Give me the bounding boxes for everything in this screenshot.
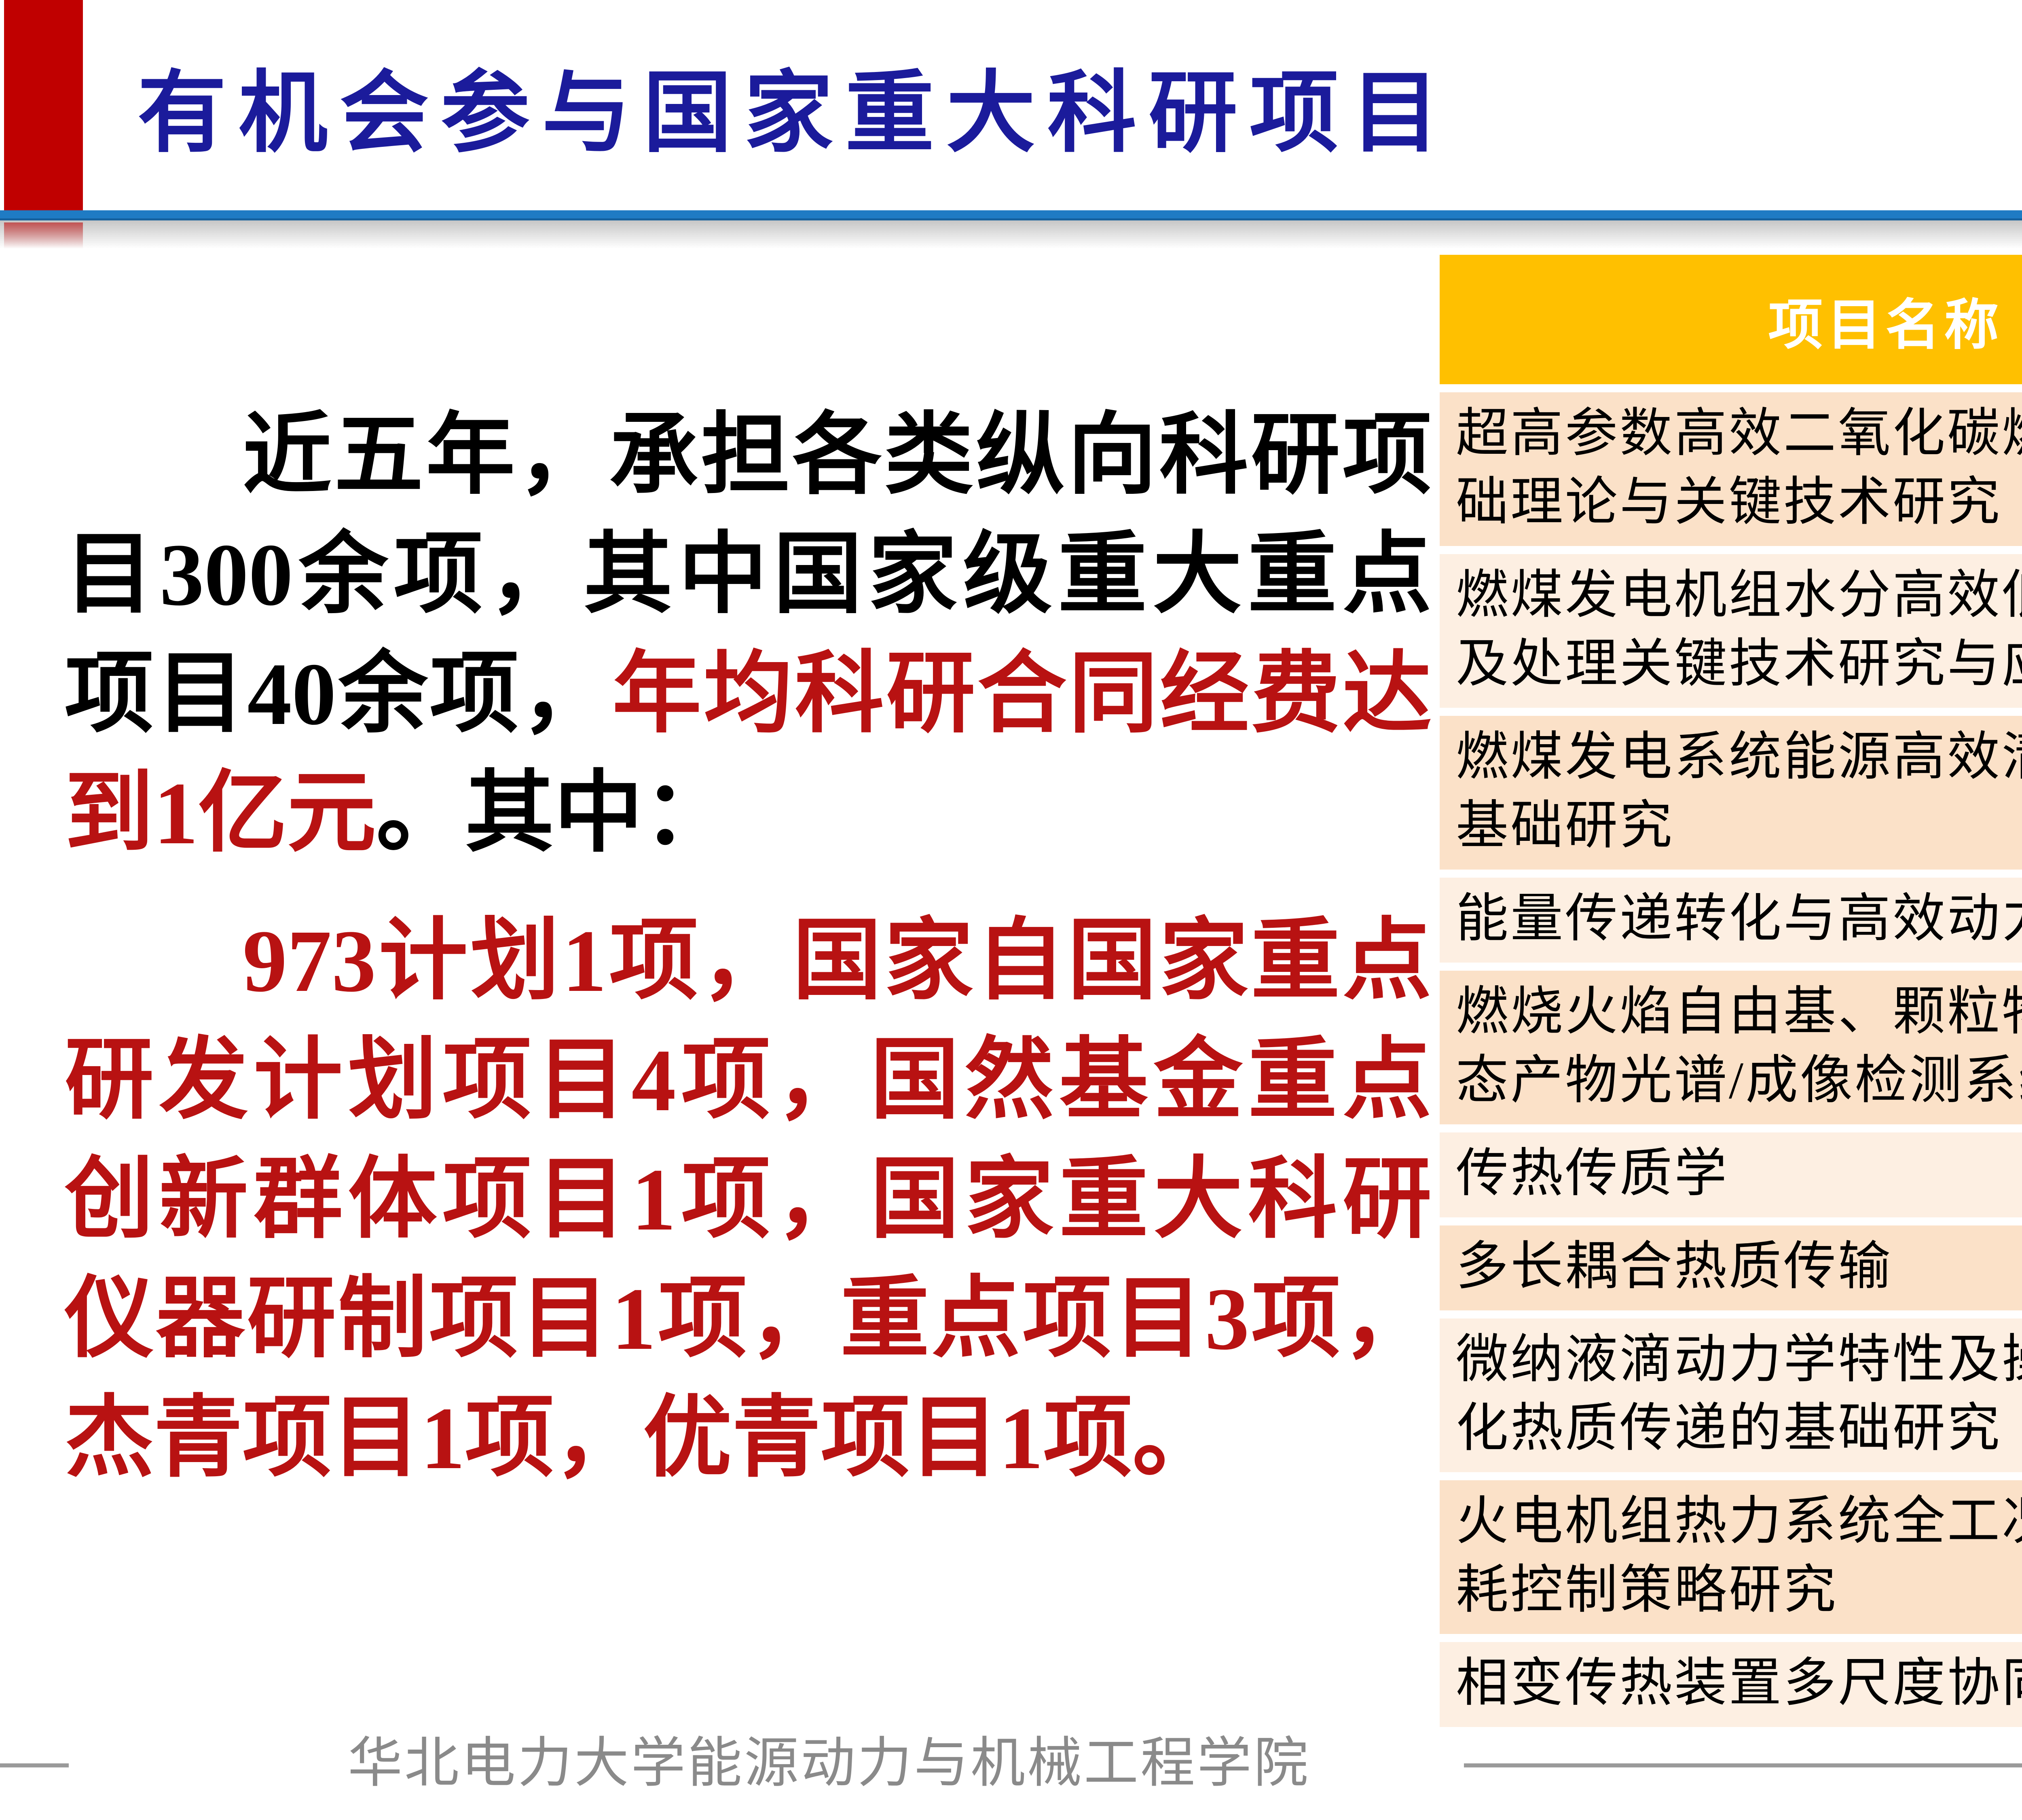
- footer-rule-left: [0, 1763, 69, 1767]
- highlight-red-text: 研发计划项目4项，国然基金重点: [65, 1031, 1432, 1130]
- project-name-cell: 能量传递转化与高效动力系统: [1440, 878, 2022, 963]
- highlight-red-text: 年均科研合同经费达: [612, 645, 1432, 744]
- paragraph-overview: 近五年，承担各类纵向科研项 目300余项，其中国家级重大重点 项目40余项，年均科研…: [65, 396, 1432, 874]
- breakdown-line-2: 研发计划项目4项，国然基金重点: [65, 1021, 1432, 1141]
- table-row: 传热传质学 国家杰青 王晓东: [1440, 1132, 2022, 1217]
- body-text-segment: 近五年，承担各类纵向科研项: [243, 406, 1432, 506]
- highlight-red-text: 杰青项目1项，优青项目1项。: [65, 1389, 1221, 1488]
- paragraph-project-breakdown: 973计划1项，国家自国家重点研发计划项目4项，国然基金重点 创新群体项目1项，国…: [65, 902, 1432, 1498]
- page-title: 有机会参与国家重大科研项目: [137, 65, 1452, 164]
- highlight-red-text: 创新群体项目1项，国家重大科研: [65, 1151, 1432, 1250]
- footer-college-name: 华北电力大学能源动力与机械工程学院: [348, 1733, 1310, 1794]
- project-name-cell: 超高参数高效二氧化碳燃煤发电基础理论与关键技术研究: [1440, 392, 2022, 546]
- body-text-segment: 目300余项，其中国家级重大重点: [65, 526, 1432, 625]
- breakdown-line-4: 仪器研制项目1项，重点项目3项，: [65, 1260, 1432, 1379]
- table-row: 火电机组热力系统全工况优化与能耗控制策略研究 重点项目 杨勇平: [1440, 1480, 2022, 1634]
- table-row: 微纳液滴动力学特性及操控液滴强化热质传递的基础研究 重点项目 王晓东: [1440, 1318, 2022, 1472]
- column-header-project-name: 项目名称: [1440, 255, 2022, 384]
- project-name-cell: 多长耦合热质传输: [1440, 1225, 2022, 1310]
- projects-table: 项目名称 项目类型 负责人 超高参数高效二氧化碳燃煤发电基础理论与关键技术研究 …: [1440, 255, 2022, 1735]
- header-shadow-gradient: [0, 220, 2022, 249]
- project-name-cell: 相变传热装置多尺度协同性及构造: [1440, 1642, 2022, 1727]
- footer-rule-middle: [1464, 1763, 2022, 1767]
- table-header-row: 项目名称 项目类型 负责人: [1440, 255, 2022, 384]
- project-name-cell: 燃烧火焰自由基、颗粒物、主要气态产物光谱/成像检测系统: [1440, 971, 2022, 1124]
- project-name-cell: 微纳液滴动力学特性及操控液滴强化热质传递的基础研究: [1440, 1318, 2022, 1472]
- overview-line-1: 近五年，承担各类纵向科研项: [65, 396, 1432, 516]
- header-divider-line: [0, 210, 2022, 220]
- table-row: 燃烧火焰自由基、颗粒物、主要气态产物光谱/成像检测系统 国家重大科研仪器研制项目…: [1440, 971, 2022, 1124]
- left-accent-bar-reflection: [4, 222, 83, 249]
- breakdown-line-1: 973计划1项，国家自国家重点: [65, 902, 1432, 1021]
- overview-line-2: 目300余项，其中国家级重大重点: [65, 516, 1432, 635]
- highlight-red-text: 到1亿元: [65, 764, 376, 863]
- table-row: 多长耦合热质传输 国家优青 徐超: [1440, 1225, 2022, 1310]
- highlight-red-text: 仪器研制项目1项，重点项目3项，: [65, 1270, 1432, 1369]
- left-accent-bar: [4, 0, 83, 210]
- body-text-segment: 。其中：: [376, 764, 732, 863]
- summary-text-block: 近五年，承担各类纵向科研项 目300余项，其中国家级重大重点 项目40余项，年均科研…: [65, 396, 1432, 1498]
- breakdown-line-5: 杰青项目1项，优青项目1项。: [65, 1379, 1432, 1498]
- table-row: 相变传热装置多尺度协同性及构造 重点项目 徐进良: [1440, 1642, 2022, 1727]
- breakdown-line-3: 创新群体项目1项，国家重大科研: [65, 1141, 1432, 1260]
- table-row: 能量传递转化与高效动力系统 基金群体 杨勇平: [1440, 878, 2022, 963]
- project-name-cell: 火电机组热力系统全工况优化与能耗控制策略研究: [1440, 1480, 2022, 1634]
- highlight-red-text: 973计划1项，国家自国家重点: [243, 912, 1432, 1011]
- table-row: 燃煤发电系统能源高效清洁利用的基础研究 国家973计划 杨勇平: [1440, 716, 2022, 870]
- project-name-cell: 燃煤发电系统能源高效清洁利用的基础研究: [1440, 716, 2022, 870]
- project-name-cell: 传热传质学: [1440, 1132, 2022, 1217]
- overview-line-3: 项目40余项，年均科研合同经费达: [65, 635, 1432, 754]
- project-name-cell: 燃煤发电机组水分高效低成本回收及处理关键技术研究与应用: [1440, 554, 2022, 708]
- overview-line-4: 到1亿元。其中：: [65, 754, 1432, 874]
- body-text-segment: 项目40余项，: [65, 645, 613, 744]
